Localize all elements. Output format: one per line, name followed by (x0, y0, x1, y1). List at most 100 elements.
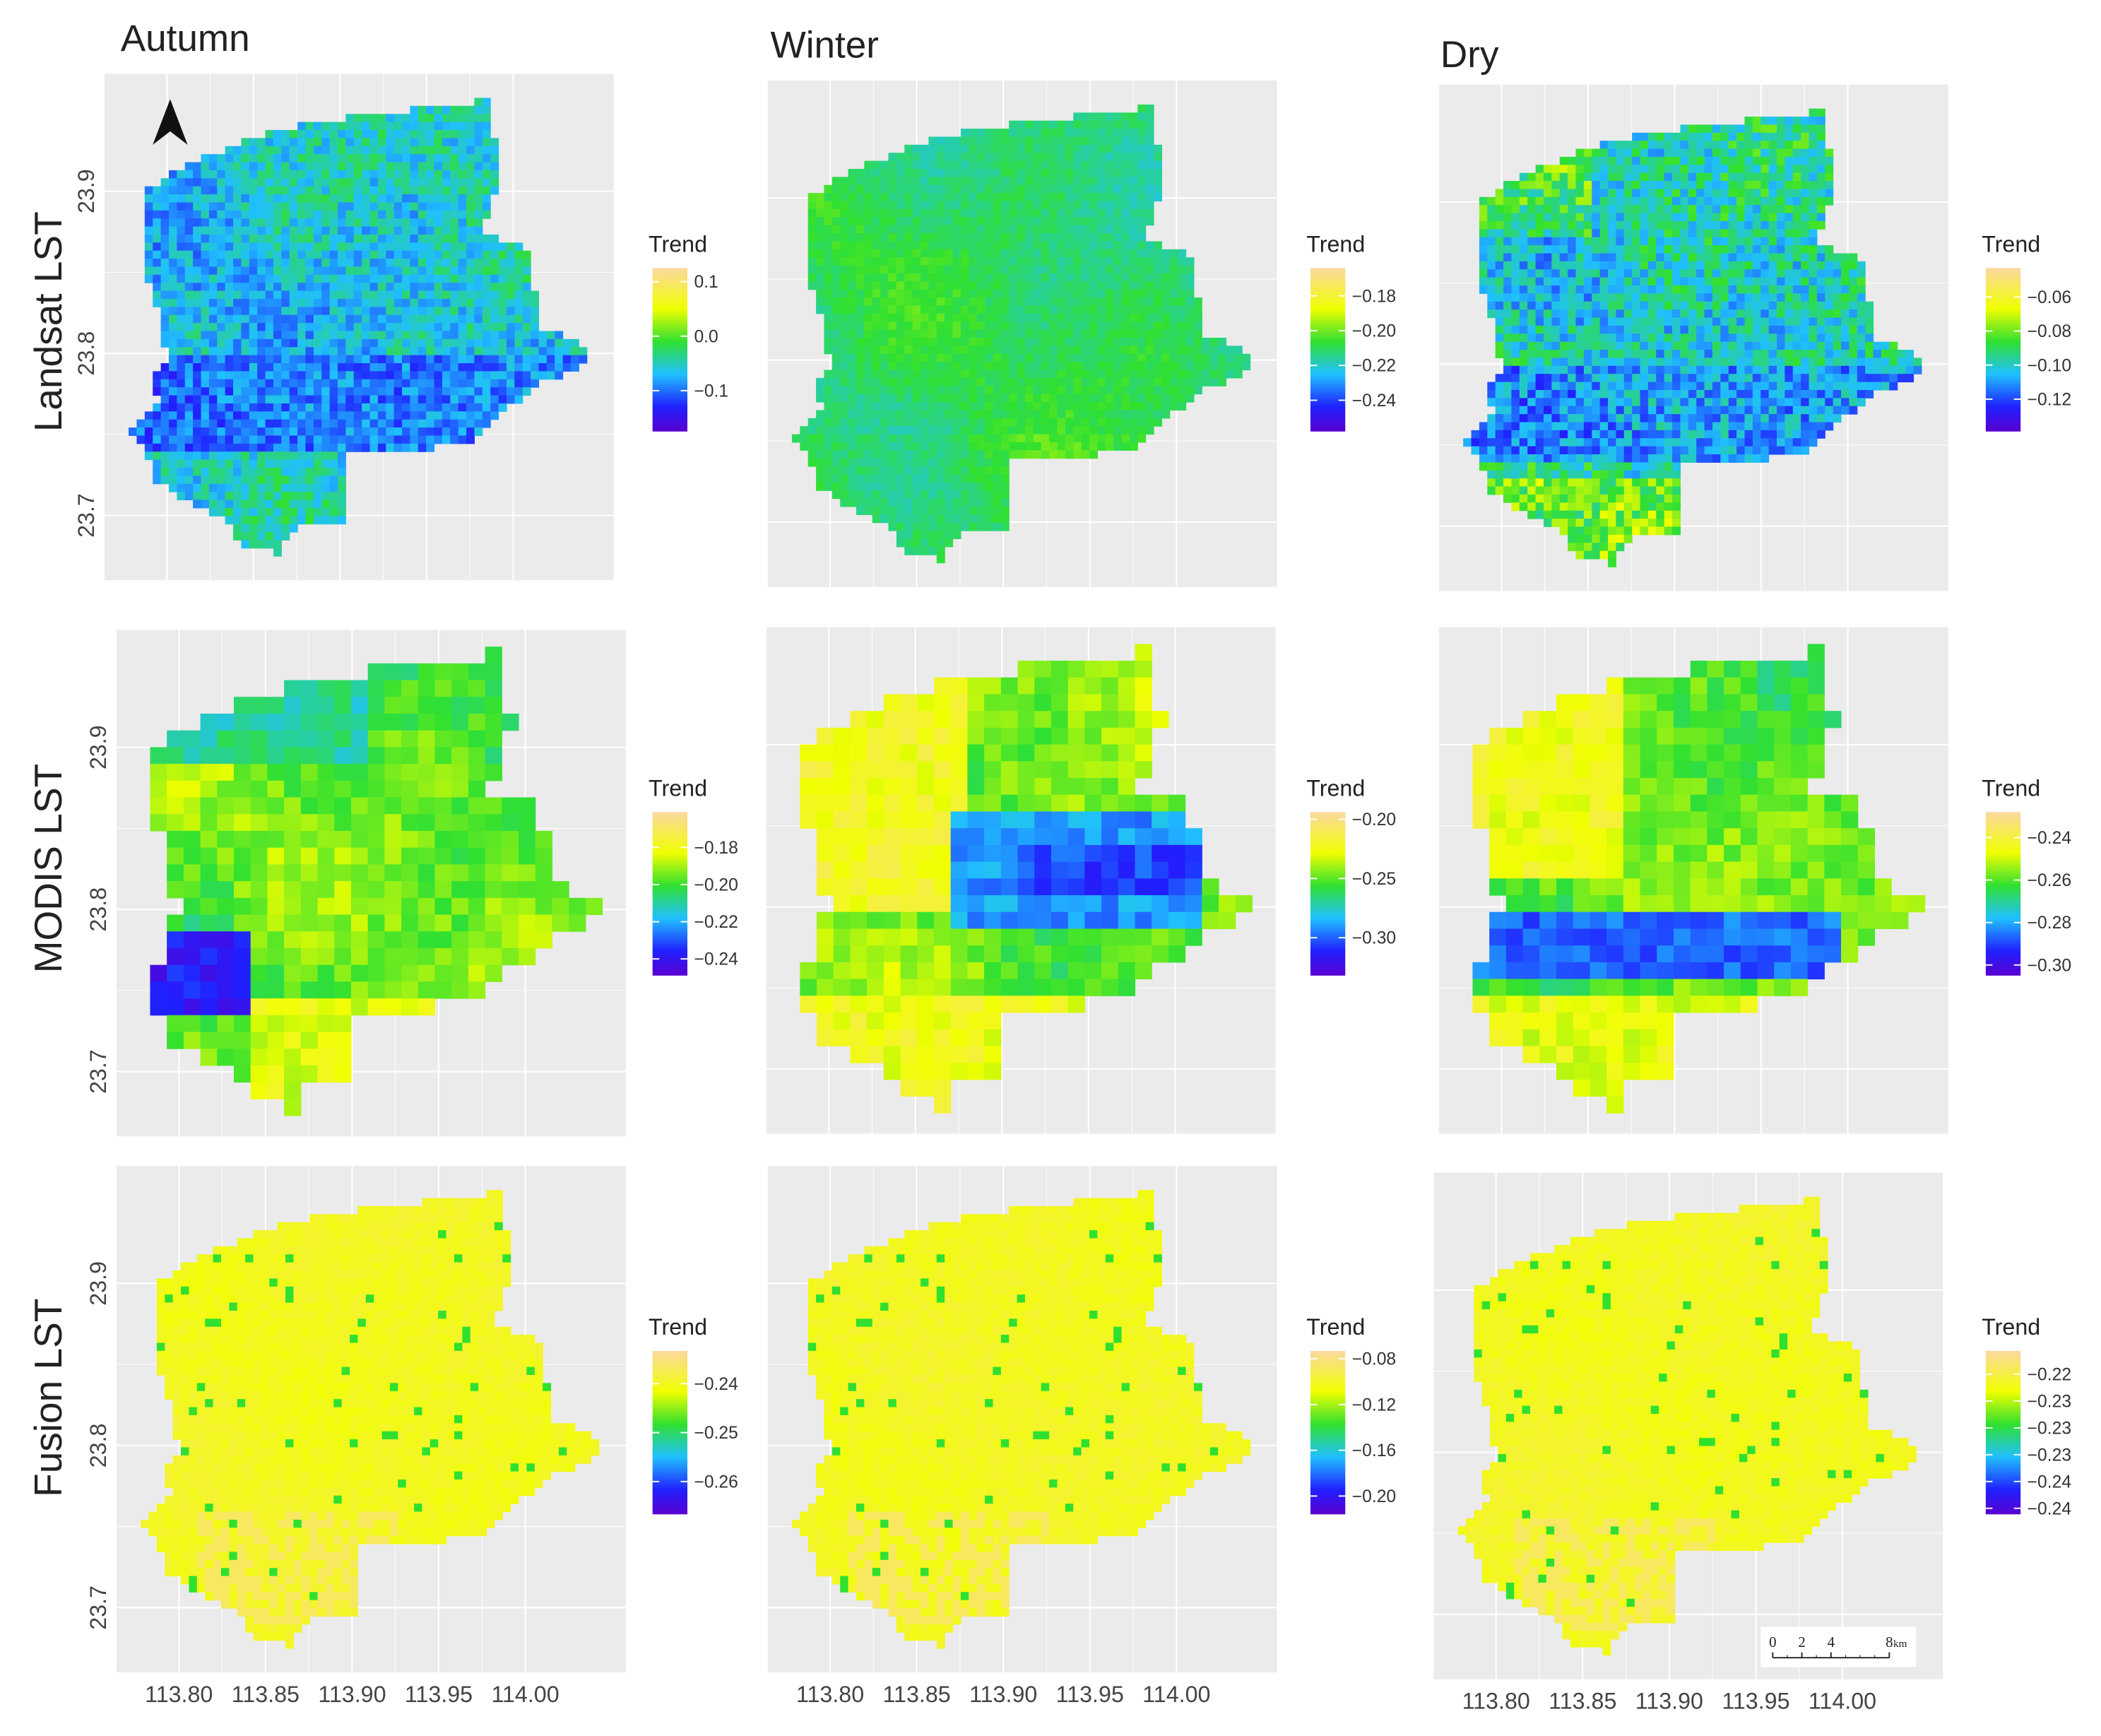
raster-cell (880, 177, 889, 186)
raster-cell (888, 410, 897, 419)
raster-cell (807, 193, 817, 202)
raster-cell (921, 394, 929, 403)
raster-cell (1145, 337, 1154, 346)
raster-cell (976, 184, 986, 194)
raster-cell (1097, 153, 1106, 162)
raster-cell (1583, 543, 1592, 552)
raster-cell (321, 483, 331, 492)
raster-cell (1568, 341, 1577, 350)
raster-cell (297, 170, 307, 179)
raster-cell (1551, 196, 1561, 206)
raster-cell (976, 466, 986, 476)
raster-cell (434, 162, 443, 171)
raster-cell (1121, 346, 1130, 355)
raster-cell (225, 234, 234, 243)
raster-cell (1145, 297, 1154, 307)
raster-cell (1535, 189, 1544, 198)
raster-cell (848, 353, 857, 362)
raster-cell (249, 387, 258, 396)
raster-cell (313, 162, 322, 171)
raster-cell (289, 242, 298, 252)
raster-cell (1137, 289, 1147, 298)
raster-cell (1137, 201, 1147, 210)
raster-cell (289, 411, 298, 420)
raster-cell (1559, 245, 1568, 254)
raster-cell (1583, 253, 1592, 262)
raster-cell (265, 403, 274, 412)
raster-cell (1017, 450, 1026, 459)
raster-cell (273, 338, 282, 348)
raster-cell (1575, 550, 1585, 560)
raster-cell (434, 338, 443, 348)
raster-cell (241, 347, 250, 356)
raster-cell (1535, 309, 1544, 319)
raster-cell (1137, 426, 1147, 435)
raster-cell (241, 427, 250, 437)
raster-cell (952, 241, 961, 250)
raster-cell (1009, 208, 1018, 218)
raster-cell (904, 313, 913, 322)
raster-cell (880, 257, 889, 266)
raster-cell (418, 194, 427, 203)
raster-cell (1487, 269, 1496, 278)
raster-cell (880, 208, 889, 218)
raster-cell (1154, 418, 1162, 427)
raster-cell (184, 403, 194, 412)
raster-cell (201, 314, 210, 324)
raster-cell (872, 184, 881, 194)
raster-cell (1551, 519, 1561, 527)
raster-cell (177, 234, 186, 243)
raster-cell (1161, 249, 1171, 258)
raster-cell (442, 314, 451, 324)
raster-cell (490, 250, 499, 259)
raster-cell (1000, 273, 1010, 282)
raster-cell (1041, 305, 1050, 314)
raster-cell (273, 283, 282, 292)
raster-cell (952, 490, 961, 500)
raster-cell (840, 426, 849, 435)
raster-cell (1154, 153, 1162, 162)
raster-cell (426, 338, 435, 348)
raster-cell (1009, 273, 1018, 282)
raster-cell (1193, 386, 1202, 395)
raster-cell (864, 377, 873, 386)
raster-cell (976, 329, 986, 338)
raster-cell (960, 297, 969, 307)
raster-cell (1000, 353, 1010, 362)
raster-cell (921, 184, 929, 194)
raster-cell (945, 201, 954, 210)
raster-cell (289, 234, 298, 243)
raster-cell (872, 418, 881, 427)
raster-cell (313, 331, 322, 340)
raster-cell (888, 313, 897, 322)
raster-cell (466, 259, 475, 268)
raster-cell (514, 274, 523, 283)
raster-cell (928, 546, 937, 555)
raster-cell (945, 169, 954, 177)
raster-cell (1129, 297, 1138, 307)
raster-cell (177, 427, 186, 437)
raster-cell (840, 362, 849, 371)
raster-cell (1575, 156, 1585, 165)
raster-cell (1527, 341, 1537, 350)
raster-cell (1568, 414, 1577, 423)
raster-cell (969, 273, 978, 282)
raster-cell (305, 290, 314, 300)
raster-cell (1121, 418, 1130, 427)
raster-cell (249, 395, 258, 404)
raster-cell (1041, 249, 1050, 258)
raster-cell (1583, 220, 1592, 230)
raster-cell (1049, 136, 1058, 146)
raster-cell (546, 363, 555, 372)
raster-cell (1503, 470, 1513, 479)
raster-cell (1113, 305, 1123, 314)
raster-cell (1503, 494, 1513, 503)
raster-cell (888, 297, 897, 307)
raster-cell (1568, 277, 1577, 286)
raster-cell (1495, 301, 1504, 310)
raster-cell (466, 419, 475, 428)
raster-cell (369, 210, 379, 219)
raster-cell (1178, 273, 1187, 282)
raster-cell (201, 435, 210, 444)
raster-cell (434, 371, 443, 380)
